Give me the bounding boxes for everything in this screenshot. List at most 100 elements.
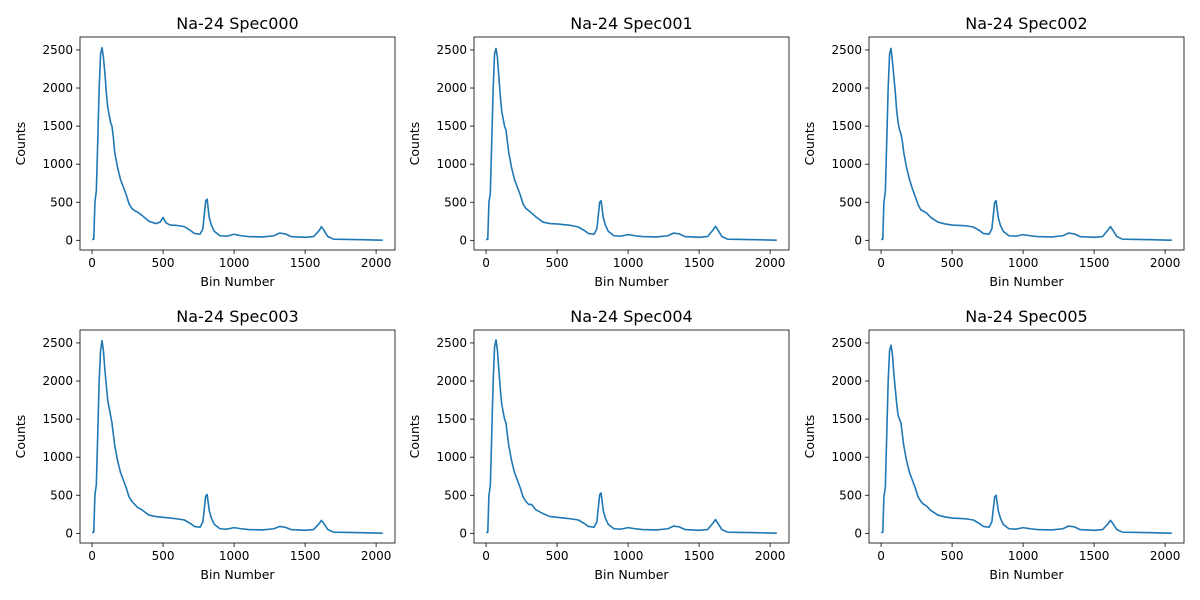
x-tick-label: 2000 [755, 256, 786, 270]
axes-frame [868, 36, 1185, 251]
series-line-0 [91, 46, 383, 241]
y-tick-label: 500 [50, 488, 73, 502]
y-tick-label: 500 [839, 488, 862, 502]
y-tick-label: 2000 [436, 374, 467, 388]
x-tick-label: 2000 [1150, 256, 1181, 270]
x-tick-label: 2000 [361, 256, 392, 270]
series-line-0 [880, 47, 1172, 241]
subplot-2: 0 500 1000 1500 2000 0 500 1000 1500 2000 2500 Na-2… [802, 14, 1185, 289]
y-tick-label: 2500 [42, 43, 73, 57]
y-tick-label: 1000 [436, 450, 467, 464]
x-tick-label: 1500 [290, 549, 321, 563]
y-tick-label: 1500 [42, 412, 73, 426]
x-tick-label: 0 [482, 549, 490, 563]
subplot-5: 0 500 1000 1500 2000 0 500 1000 1500 2000 2500 Na-2… [802, 307, 1185, 582]
y-tick-label: 1500 [42, 119, 73, 133]
x-axis-label: Bin Number [594, 274, 669, 289]
y-tick-label: 500 [444, 195, 467, 209]
x-tick-label: 1500 [1079, 549, 1110, 563]
x-tick-label: 2000 [361, 549, 392, 563]
y-tick-label: 0 [459, 526, 467, 540]
y-tick-label: 1500 [436, 412, 467, 426]
x-axis-label: Bin Number [200, 274, 275, 289]
x-tick-label: 500 [152, 256, 175, 270]
y-tick-label: 2500 [436, 43, 467, 57]
y-tick-label: 0 [459, 233, 467, 247]
subplot-1: 0 500 1000 1500 2000 0 500 1000 1500 2000 2500 Na-2… [407, 14, 790, 289]
x-axis-label: Bin Number [594, 567, 669, 582]
x-tick-label: 1000 [613, 549, 644, 563]
series-line-0 [485, 339, 777, 534]
x-tick-label: 1000 [613, 256, 644, 270]
x-tick-label: 2000 [1150, 549, 1181, 563]
y-tick-label: 2000 [42, 81, 73, 95]
subplot-0: 0 500 1000 1500 2000 0 500 1000 1500 2000 2500 Na-2… [13, 14, 396, 289]
x-tick-label: 1000 [1008, 256, 1039, 270]
y-tick-label: 1000 [42, 157, 73, 171]
x-tick-label: 1500 [290, 256, 321, 270]
chart-title: Na-24 Spec001 [570, 14, 692, 33]
y-axis-label: Counts [407, 122, 422, 166]
x-tick-label: 500 [152, 549, 175, 563]
y-tick-label: 2000 [436, 81, 467, 95]
y-tick-label: 0 [854, 526, 862, 540]
y-axis-label: Counts [13, 415, 28, 459]
y-tick-label: 2500 [42, 336, 73, 350]
x-tick-label: 0 [88, 549, 96, 563]
series-line-0 [880, 344, 1172, 534]
chart-title: Na-24 Spec003 [176, 307, 298, 326]
x-tick-label: 1000 [1008, 549, 1039, 563]
y-tick-label: 500 [444, 488, 467, 502]
y-tick-label: 1000 [831, 157, 862, 171]
x-tick-label: 1000 [219, 256, 250, 270]
y-tick-label: 1000 [42, 450, 73, 464]
x-axis-label: Bin Number [989, 274, 1064, 289]
axes-frame [473, 36, 790, 251]
x-tick-label: 0 [88, 256, 96, 270]
x-axis-label: Bin Number [200, 567, 275, 582]
y-tick-label: 1000 [436, 157, 467, 171]
y-tick-label: 2500 [436, 336, 467, 350]
y-tick-label: 0 [854, 233, 862, 247]
y-tick-label: 1000 [831, 450, 862, 464]
chart-title: Na-24 Spec004 [570, 307, 692, 326]
series-line-0 [485, 47, 777, 241]
x-tick-label: 1500 [1079, 256, 1110, 270]
y-tick-label: 1500 [831, 119, 862, 133]
axes-frame [79, 329, 396, 544]
x-tick-label: 500 [941, 256, 964, 270]
axes-frame [79, 36, 396, 251]
y-tick-label: 1500 [436, 119, 467, 133]
y-tick-label: 2500 [831, 336, 862, 350]
subplot-4: 0 500 1000 1500 2000 0 500 1000 1500 2000 2500 Na-2… [407, 307, 790, 582]
x-tick-label: 500 [546, 549, 569, 563]
x-tick-label: 1500 [684, 549, 715, 563]
axes-frame [473, 329, 790, 544]
y-tick-label: 1500 [831, 412, 862, 426]
y-axis-label: Counts [802, 122, 817, 166]
y-tick-label: 2500 [831, 43, 862, 57]
y-tick-label: 0 [65, 233, 73, 247]
x-tick-label: 0 [877, 256, 885, 270]
y-tick-label: 2000 [831, 374, 862, 388]
y-tick-label: 500 [50, 195, 73, 209]
y-axis-label: Counts [13, 122, 28, 166]
x-tick-label: 500 [546, 256, 569, 270]
subplot-3: 0 500 1000 1500 2000 0 500 1000 1500 2000 2500 Na-2… [13, 307, 396, 582]
x-tick-label: 1500 [684, 256, 715, 270]
x-tick-label: 1000 [219, 549, 250, 563]
y-tick-label: 2000 [42, 374, 73, 388]
x-axis-label: Bin Number [989, 567, 1064, 582]
chart-title: Na-24 Spec000 [176, 14, 298, 33]
x-tick-label: 0 [877, 549, 885, 563]
x-tick-label: 0 [482, 256, 490, 270]
x-tick-label: 2000 [755, 549, 786, 563]
y-tick-label: 2000 [831, 81, 862, 95]
y-axis-label: Counts [802, 415, 817, 459]
chart-title: Na-24 Spec002 [965, 14, 1087, 33]
y-tick-label: 0 [65, 526, 73, 540]
x-tick-label: 500 [941, 549, 964, 563]
axes-frame [868, 329, 1185, 544]
chart-title: Na-24 Spec005 [965, 307, 1087, 326]
